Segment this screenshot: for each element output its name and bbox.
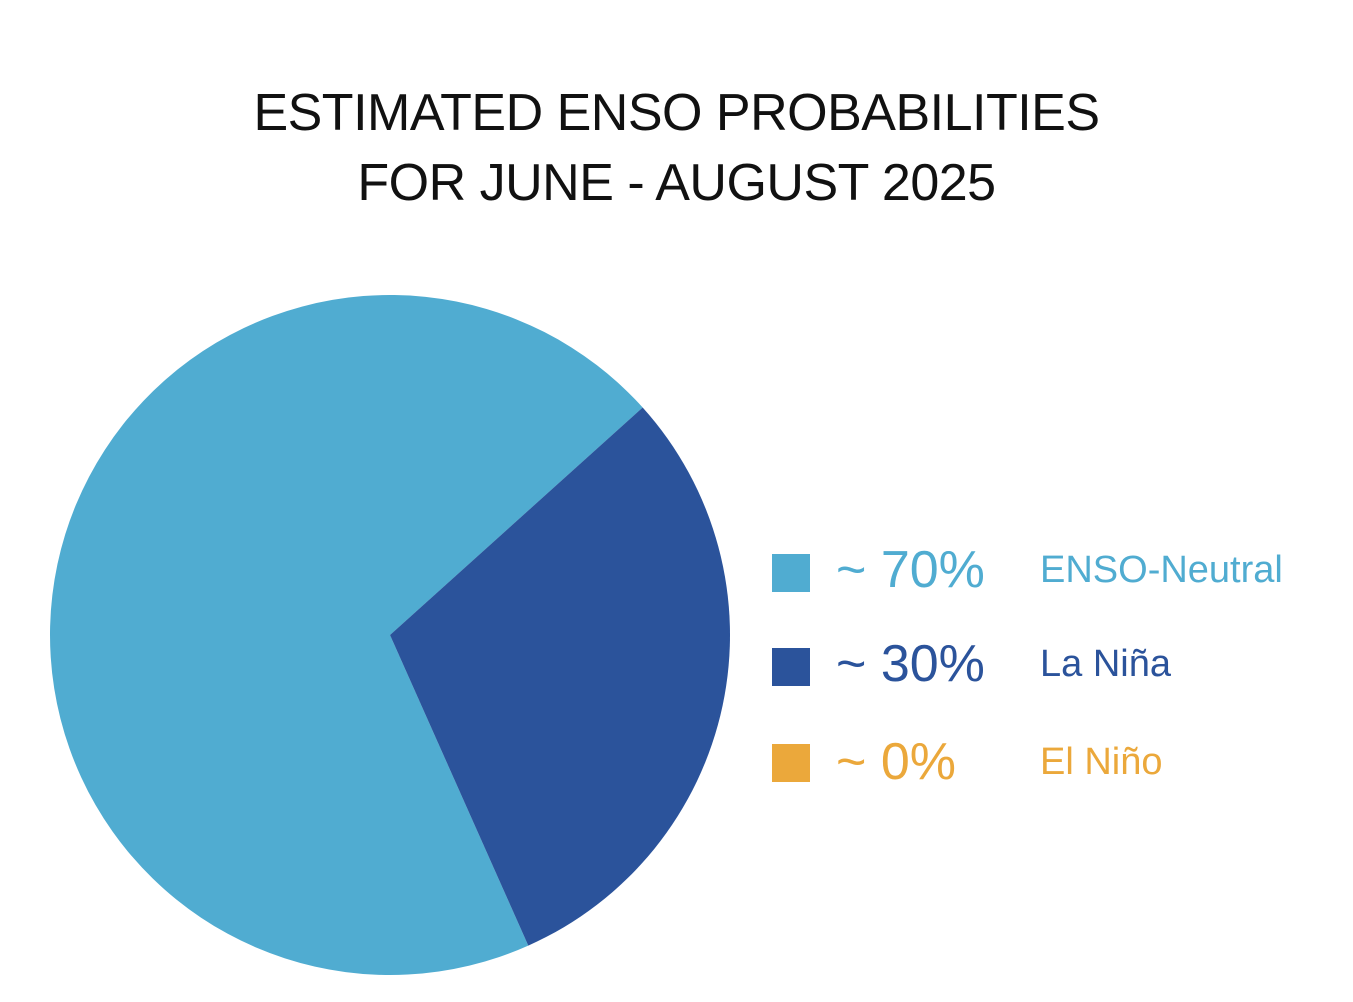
legend-value-enso-neutral: ~ 70% <box>836 541 985 599</box>
chart-title: ESTIMATED ENSO PROBABILITIES FOR JUNE - … <box>0 78 1353 218</box>
chart-title-line-1: ESTIMATED ENSO PROBABILITIES <box>253 84 1100 142</box>
legend-label-el-nino: El Niño <box>1040 741 1163 783</box>
pie-slice-la-nina <box>390 407 730 946</box>
legend-item-el-nino: ~ 0% El Niño <box>772 732 1332 792</box>
legend-value-el-nino: ~ 0% <box>836 733 956 791</box>
legend-swatch-la-nina <box>772 648 810 686</box>
legend-value-la-nina: ~ 30% <box>836 635 985 693</box>
legend-label-la-nina: La Niña <box>1040 643 1171 685</box>
legend-swatch-enso-neutral <box>772 554 810 592</box>
legend-swatch-el-nino <box>772 744 810 782</box>
legend-label-enso-neutral: ENSO-Neutral <box>1040 549 1283 591</box>
chart-title-line-2: FOR JUNE - AUGUST 2025 <box>357 154 996 212</box>
legend-item-enso-neutral: ~ 70% ENSO-Neutral <box>772 540 1332 600</box>
pie-slice-enso-neutral <box>50 295 643 976</box>
legend-item-la-nina: ~ 30% La Niña <box>772 634 1332 694</box>
